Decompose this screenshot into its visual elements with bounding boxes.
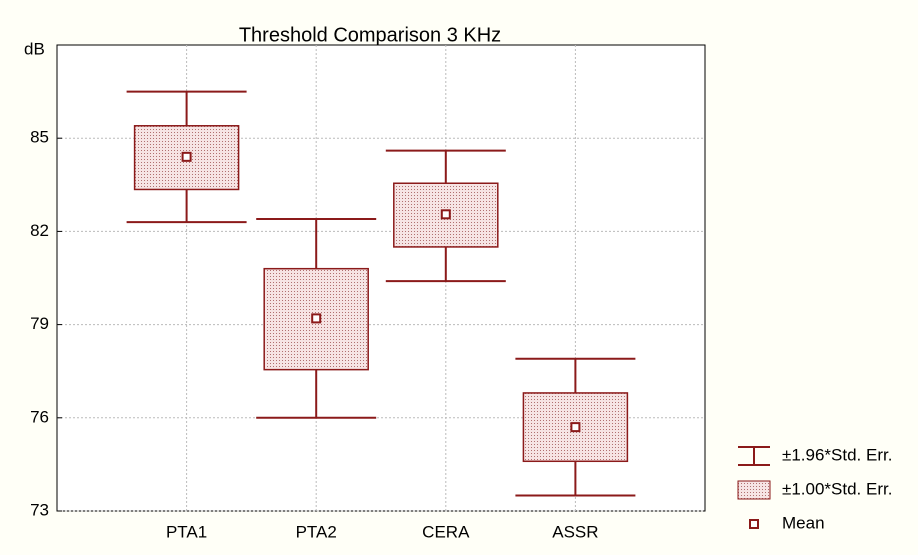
- x-tick-label: CERA: [422, 522, 470, 541]
- y-tick-label: 85: [30, 128, 49, 147]
- x-tick-label: ASSR: [552, 522, 598, 541]
- mean-marker: [440, 209, 451, 220]
- y-tick-label: 76: [30, 407, 49, 426]
- legend-icon: [737, 480, 771, 500]
- y-tick-label: 79: [30, 314, 49, 333]
- y-tick-label: 73: [30, 500, 49, 519]
- chart-title: Threshold Comparison 3 KHz: [239, 24, 501, 46]
- y-tick-label: 82: [30, 221, 49, 240]
- legend-label: Mean: [782, 513, 825, 532]
- x-tick-label: PTA1: [166, 522, 207, 541]
- x-tick-label: PTA2: [296, 522, 337, 541]
- legend-label: ±1.00*Std. Err.: [782, 479, 892, 498]
- mean-marker: [181, 151, 192, 162]
- legend-label: ±1.96*Std. Err.: [782, 445, 892, 464]
- legend-icon: [749, 519, 759, 529]
- mean-marker: [311, 313, 322, 324]
- mean-marker: [570, 422, 581, 433]
- y-axis-label: dB: [24, 39, 45, 58]
